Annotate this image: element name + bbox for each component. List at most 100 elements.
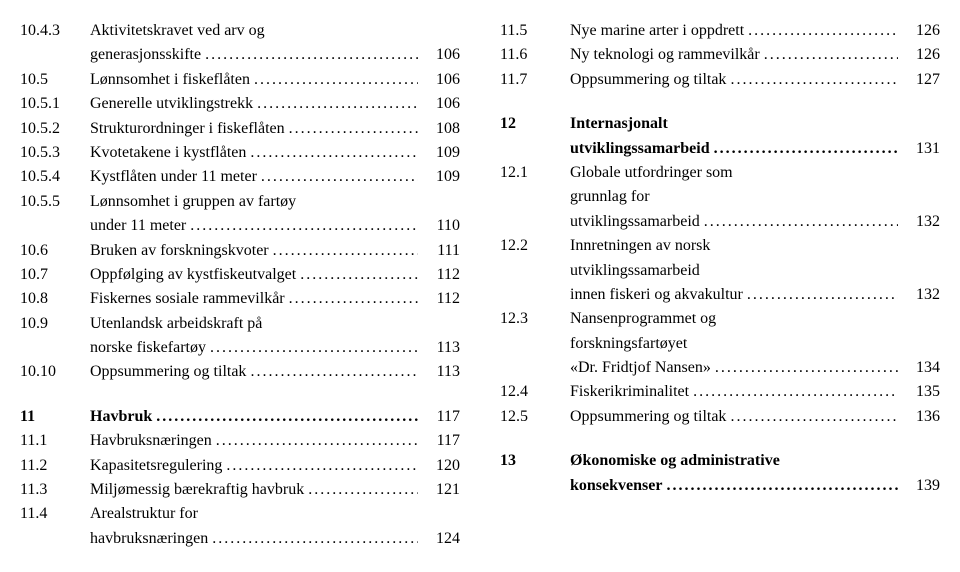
toc-text: Globale utfordringer som — [570, 162, 898, 184]
toc-page: 110 — [418, 215, 460, 237]
toc-entry: 10.5.1Generelle utviklingstrekk106 — [20, 93, 460, 115]
toc-number: 10.5 — [20, 69, 90, 91]
toc-number: 11.2 — [20, 455, 90, 477]
toc-number: 10.8 — [20, 288, 90, 310]
toc-entry: under 11 meter110 — [20, 215, 460, 237]
toc-number: 10.5.1 — [20, 93, 90, 115]
toc-page: 126 — [898, 44, 940, 66]
toc-entry: grunnlag for — [500, 186, 940, 208]
toc-number: 11 — [20, 406, 90, 428]
toc-number: 11.6 — [500, 44, 570, 66]
toc-entry: 10.9Utenlandsk arbeidskraft på — [20, 313, 460, 335]
toc-text: Oppsummering og tiltak — [570, 69, 898, 91]
toc-entry: generasjonsskifte106 — [20, 44, 460, 66]
toc-text: Generelle utviklingstrekk — [90, 93, 418, 115]
toc-page: 124 — [418, 528, 460, 550]
toc-entry: konsekvenser139 — [500, 475, 940, 497]
toc-text: Utenlandsk arbeidskraft på — [90, 313, 418, 335]
toc-spacer — [20, 386, 460, 406]
toc-number: 10.6 — [20, 240, 90, 262]
toc-page: 117 — [418, 406, 460, 428]
toc-text: Ny teknologi og rammevilkår — [570, 44, 898, 66]
toc-text: Kvotetakene i kystflåten — [90, 142, 418, 164]
toc-entry: 11.5Nye marine arter i oppdrett126 — [500, 20, 940, 42]
toc-text: Oppsummering og tiltak — [90, 361, 418, 383]
toc-entry: 10.5.5Lønnsomhet i gruppen av fartøy — [20, 191, 460, 213]
toc-text: Arealstruktur for — [90, 503, 418, 525]
toc-text: Strukturordninger i fiskeflåten — [90, 118, 418, 140]
toc-entry: innen fiskeri og akvakultur132 — [500, 284, 940, 306]
toc-page: 127 — [898, 69, 940, 91]
toc-page: 117 — [418, 430, 460, 452]
toc-entry: 10.5.2Strukturordninger i fiskeflåten108 — [20, 118, 460, 140]
toc-number: 10.10 — [20, 361, 90, 383]
toc-entry: 10.10Oppsummering og tiltak113 — [20, 361, 460, 383]
toc-spacer — [500, 93, 940, 113]
toc-page: 106 — [418, 93, 460, 115]
toc-text: Nansenprogrammet og — [570, 308, 898, 330]
toc-page: 108 — [418, 118, 460, 140]
toc-entry: 12.2Innretningen av norsk — [500, 235, 940, 257]
toc-number: 10.9 — [20, 313, 90, 335]
toc-number: 10.5.4 — [20, 166, 90, 188]
toc-page: 109 — [418, 142, 460, 164]
toc-entry: norske fiskefartøy113 — [20, 337, 460, 359]
toc-number: 13 — [500, 450, 570, 472]
toc-text: Oppfølging av kystfiskeutvalget — [90, 264, 418, 286]
toc-text: Økonomiske og administrative — [570, 450, 898, 472]
toc-number: 12.3 — [500, 308, 570, 330]
toc-text: Aktivitetskravet ved arv og — [90, 20, 418, 42]
toc-entry: 11.2Kapasitetsregulering120 — [20, 455, 460, 477]
toc-entry: 10.5.3Kvotetakene i kystflåten109 — [20, 142, 460, 164]
toc-page: 112 — [418, 264, 460, 286]
toc-text: norske fiskefartøy — [90, 337, 418, 359]
toc-number: 11.3 — [20, 479, 90, 501]
toc-text: grunnlag for — [570, 186, 898, 208]
toc-entry: utviklingssamarbeid132 — [500, 211, 940, 233]
toc-number: 11.1 — [20, 430, 90, 452]
toc-entry: 11.3Miljømessig bærekraftig havbruk121 — [20, 479, 460, 501]
toc-text: «Dr. Fridtjof Nansen» — [570, 357, 898, 379]
toc-number: 10.5.5 — [20, 191, 90, 213]
toc-entry: forskningsfartøyet — [500, 333, 940, 355]
toc-text: Fiskernes sosiale rammevilkår — [90, 288, 418, 310]
toc-page: 121 — [418, 479, 460, 501]
toc-text: generasjonsskifte — [90, 44, 418, 66]
toc-text: Havbruksnæringen — [90, 430, 418, 452]
toc-page: 136 — [898, 406, 940, 428]
toc-right-column: 11.5Nye marine arter i oppdrett12611.6Ny… — [500, 20, 940, 552]
toc-text: forskningsfartøyet — [570, 333, 898, 355]
toc-entry: 10.6Bruken av forskningskvoter111 — [20, 240, 460, 262]
toc-entry: 12Internasjonalt — [500, 113, 940, 135]
toc-number: 10.7 — [20, 264, 90, 286]
toc-text: utviklingssamarbeid — [570, 138, 898, 160]
toc-page: 106 — [418, 69, 460, 91]
toc-number: 10.4.3 — [20, 20, 90, 42]
toc-text: Havbruk — [90, 406, 418, 428]
toc-number: 12.2 — [500, 235, 570, 257]
toc-page: 132 — [898, 284, 940, 306]
toc-entry: havbruksnæringen124 — [20, 528, 460, 550]
toc-page: 113 — [418, 361, 460, 383]
toc-entry: utviklingssamarbeid131 — [500, 138, 940, 160]
toc-page: 132 — [898, 211, 940, 233]
toc-number: 12.1 — [500, 162, 570, 184]
toc-spacer — [500, 430, 940, 450]
toc-page: 135 — [898, 381, 940, 403]
toc-text: utviklingssamarbeid — [570, 211, 898, 233]
toc-entry: 11.4Arealstruktur for — [20, 503, 460, 525]
toc-text: Internasjonalt — [570, 113, 898, 135]
toc-entry: 10.7Oppfølging av kystfiskeutvalget112 — [20, 264, 460, 286]
toc-left-column: 10.4.3Aktivitetskravet ved arv oggeneras… — [20, 20, 460, 552]
toc-entry: «Dr. Fridtjof Nansen»134 — [500, 357, 940, 379]
toc-text: Innretningen av norsk — [570, 235, 898, 257]
toc-entry: 12.4Fiskerikriminalitet135 — [500, 381, 940, 403]
toc-entry: 10.8Fiskernes sosiale rammevilkår112 — [20, 288, 460, 310]
toc-text: under 11 meter — [90, 215, 418, 237]
toc-text: Fiskerikriminalitet — [570, 381, 898, 403]
toc-text: Lønnsomhet i fiskeflåten — [90, 69, 418, 91]
toc-entry: 12.3Nansenprogrammet og — [500, 308, 940, 330]
toc-text: Kapasitetsregulering — [90, 455, 418, 477]
toc-entry: 13Økonomiske og administrative — [500, 450, 940, 472]
toc-entry: 11.1Havbruksnæringen117 — [20, 430, 460, 452]
